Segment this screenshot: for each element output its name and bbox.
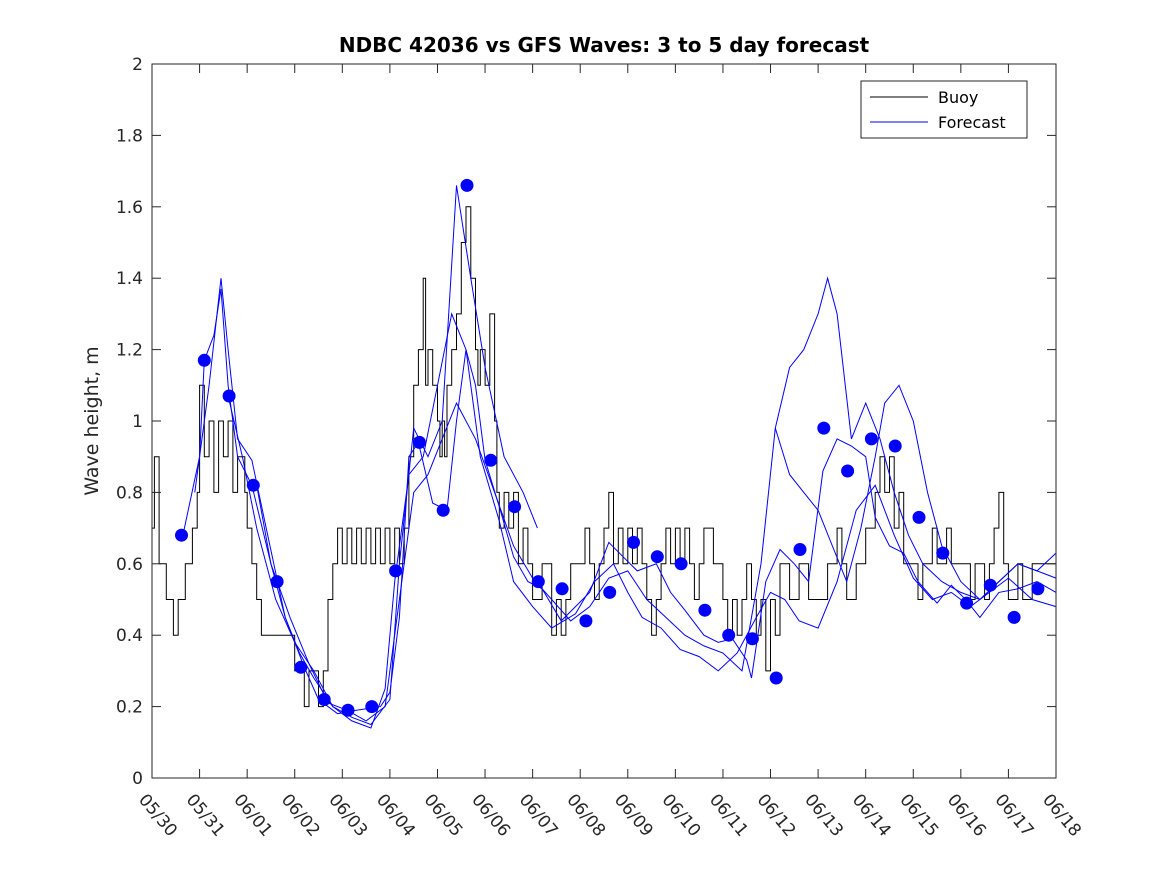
y-axis-label: Wave height, m	[81, 346, 103, 495]
y-axis: 0 0.2 0.4 0.6 0.8 1 1.2 1.4 1.6 1.8 2	[116, 55, 1056, 789]
forecast-marker	[936, 546, 950, 560]
y-tick-label: 1	[132, 412, 143, 432]
forecast-marker	[222, 389, 236, 403]
forecast-marker	[912, 510, 926, 524]
forecast-marker	[270, 575, 284, 589]
series-line-forecast-0	[182, 288, 1057, 715]
forecast-marker	[745, 632, 759, 646]
forecast-marker	[864, 432, 878, 446]
forecast-marker	[1007, 610, 1021, 624]
chart-title: NDBC 42036 vs GFS Waves: 3 to 5 day fore…	[339, 33, 870, 57]
forecast-marker	[531, 575, 545, 589]
forecast-marker	[603, 585, 617, 599]
series-line-forecast-2	[227, 312, 1057, 729]
y-tick-label: 1.2	[116, 341, 143, 361]
forecast-marker	[888, 439, 902, 453]
plot-area	[152, 64, 1056, 778]
forecast-marker	[817, 421, 831, 435]
legend-label-forecast: Forecast	[938, 113, 1006, 132]
forecast-marker	[960, 596, 974, 610]
forecast-marker	[674, 557, 688, 571]
forecast-marker	[841, 464, 855, 478]
forecast-marker	[317, 693, 331, 706]
series-line-forecast-4	[774, 384, 1057, 601]
legend: Buoy Forecast	[860, 80, 1028, 139]
y-tick-label: 0.2	[116, 698, 143, 718]
y-tick-label: 0.6	[116, 555, 143, 575]
y-tick-label: 1.6	[116, 198, 143, 218]
forecast-marker	[579, 614, 593, 628]
forecast-marker	[508, 500, 522, 514]
y-tick-label: 0.4	[116, 626, 143, 646]
legend-box	[860, 80, 1028, 139]
series-line-buoy	[152, 206, 1056, 708]
forecast-marker	[555, 582, 569, 596]
y-tick-label: 0.8	[116, 483, 143, 503]
forecast-marker	[460, 178, 474, 192]
y-tick-label: 2	[132, 55, 143, 75]
forecast-marker	[246, 478, 260, 492]
forecast-marker	[436, 503, 450, 517]
forecast-marker	[341, 703, 355, 717]
y-tick-label: 0	[132, 769, 143, 789]
forecast-marker	[769, 671, 783, 685]
forecast-marker	[412, 435, 426, 449]
forecast-marker	[1031, 582, 1045, 596]
forecast-marker	[698, 603, 712, 617]
forecast-marker	[197, 353, 211, 367]
series-line-forecast-3	[256, 276, 1057, 722]
forecast-marker	[650, 550, 664, 564]
series-line-forecast-1	[194, 185, 538, 726]
forecast-marker	[175, 528, 188, 542]
forecast-marker	[793, 543, 807, 556]
legend-label-buoy: Buoy	[938, 88, 978, 107]
y-tick-label: 1.8	[116, 126, 143, 146]
data-layer	[152, 178, 1057, 729]
forecast-marker	[983, 578, 997, 592]
forecast-marker	[722, 628, 736, 642]
forecast-marker	[389, 564, 403, 578]
forecast-marker	[365, 700, 379, 714]
forecast-marker	[294, 660, 308, 674]
forecast-marker	[484, 453, 498, 467]
y-tick-label: 1.4	[116, 269, 143, 289]
forecast-marker	[627, 535, 640, 549]
